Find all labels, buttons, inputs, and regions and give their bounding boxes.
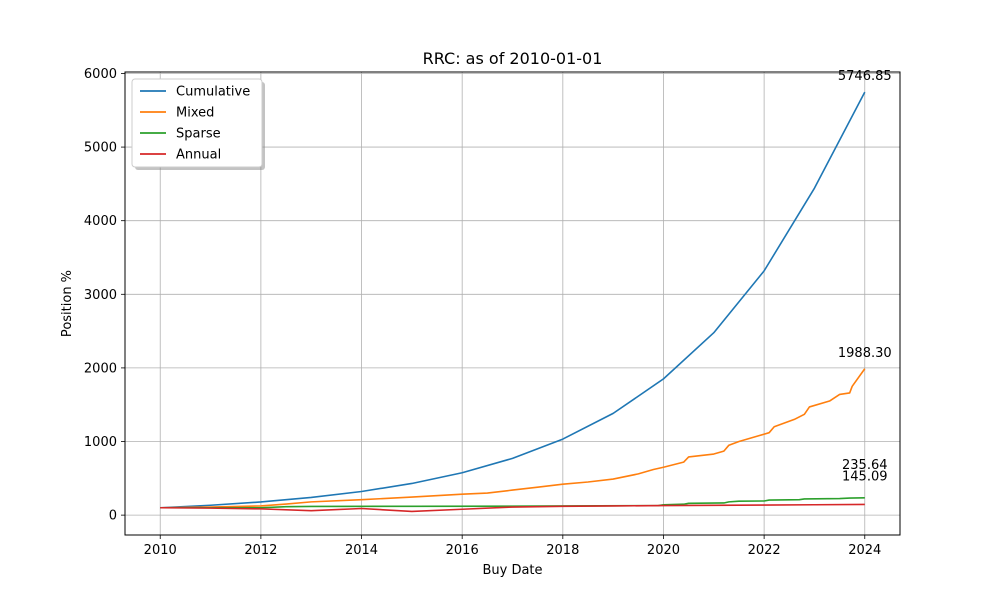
series-line-cumulative	[160, 91, 866, 509]
series-line-mixed	[160, 368, 866, 509]
series-line-sparse	[160, 496, 865, 509]
y-tick-label: 1000	[84, 435, 117, 450]
x-tick-label: 2016	[446, 543, 479, 558]
axes	[124, 71, 901, 536]
x-tick-label: 2020	[647, 543, 680, 558]
ticks: 2010 2012 2014 2016 2018 2020 2022 2024 0 1000 200…	[84, 67, 881, 558]
chart-title: RRC: as of 2010-01-01	[423, 49, 603, 68]
series-lines	[160, 91, 866, 513]
x-tick-label: 2018	[546, 543, 579, 558]
legend-label-sparse: Sparse	[176, 127, 221, 142]
x-tick-label: 2014	[345, 543, 378, 558]
legend-label-annual: Annual	[176, 148, 221, 163]
y-tick-label: 3000	[84, 288, 117, 303]
legend-label-mixed: Mixed	[176, 106, 214, 121]
x-tick-label: 2012	[244, 543, 277, 558]
y-tick-label: 6000	[84, 67, 117, 82]
legend-box	[131, 78, 263, 168]
end-label-mixed: 1988.30	[838, 346, 892, 361]
grid	[125, 72, 900, 535]
x-tick-label: 2024	[848, 543, 881, 558]
legend-label-cumulative: Cumulative	[176, 85, 250, 100]
y-tick-label: 5000	[84, 141, 117, 156]
y-tick-label: 2000	[84, 361, 117, 376]
plot-frame	[124, 71, 901, 536]
end-label-sparse: 235.64	[842, 458, 888, 473]
y-tick-label: 0	[109, 509, 117, 524]
y-axis-label: Position %	[60, 270, 75, 337]
end-label-annual: 145.09	[842, 469, 888, 484]
x-tick-label: 2022	[748, 543, 781, 558]
x-axis-label: Buy Date	[482, 563, 542, 578]
y-tick-label: 4000	[84, 214, 117, 229]
end-label-cumulative: 5746.85	[838, 69, 892, 84]
legend: Cumulative Mixed Sparse Annual	[131, 78, 265, 170]
series-line-annual	[160, 503, 865, 513]
x-tick-label: 2010	[144, 543, 177, 558]
